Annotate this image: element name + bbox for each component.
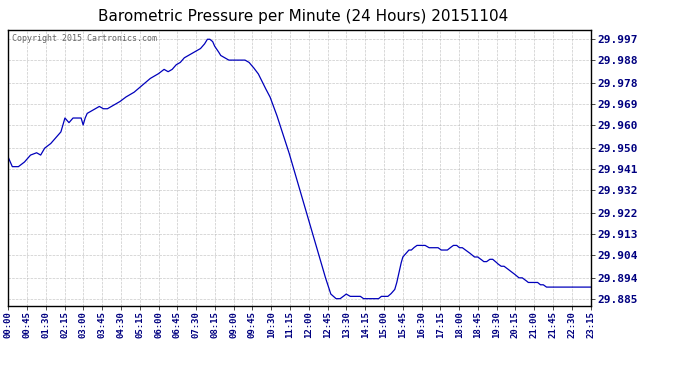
Text: Copyright 2015 Cartronics.com: Copyright 2015 Cartronics.com [12, 34, 157, 43]
Text: Barometric Pressure per Minute (24 Hours) 20151104: Barometric Pressure per Minute (24 Hours… [99, 9, 509, 24]
Text: Pressure  (Inches/Hg): Pressure (Inches/Hg) [591, 20, 690, 28]
